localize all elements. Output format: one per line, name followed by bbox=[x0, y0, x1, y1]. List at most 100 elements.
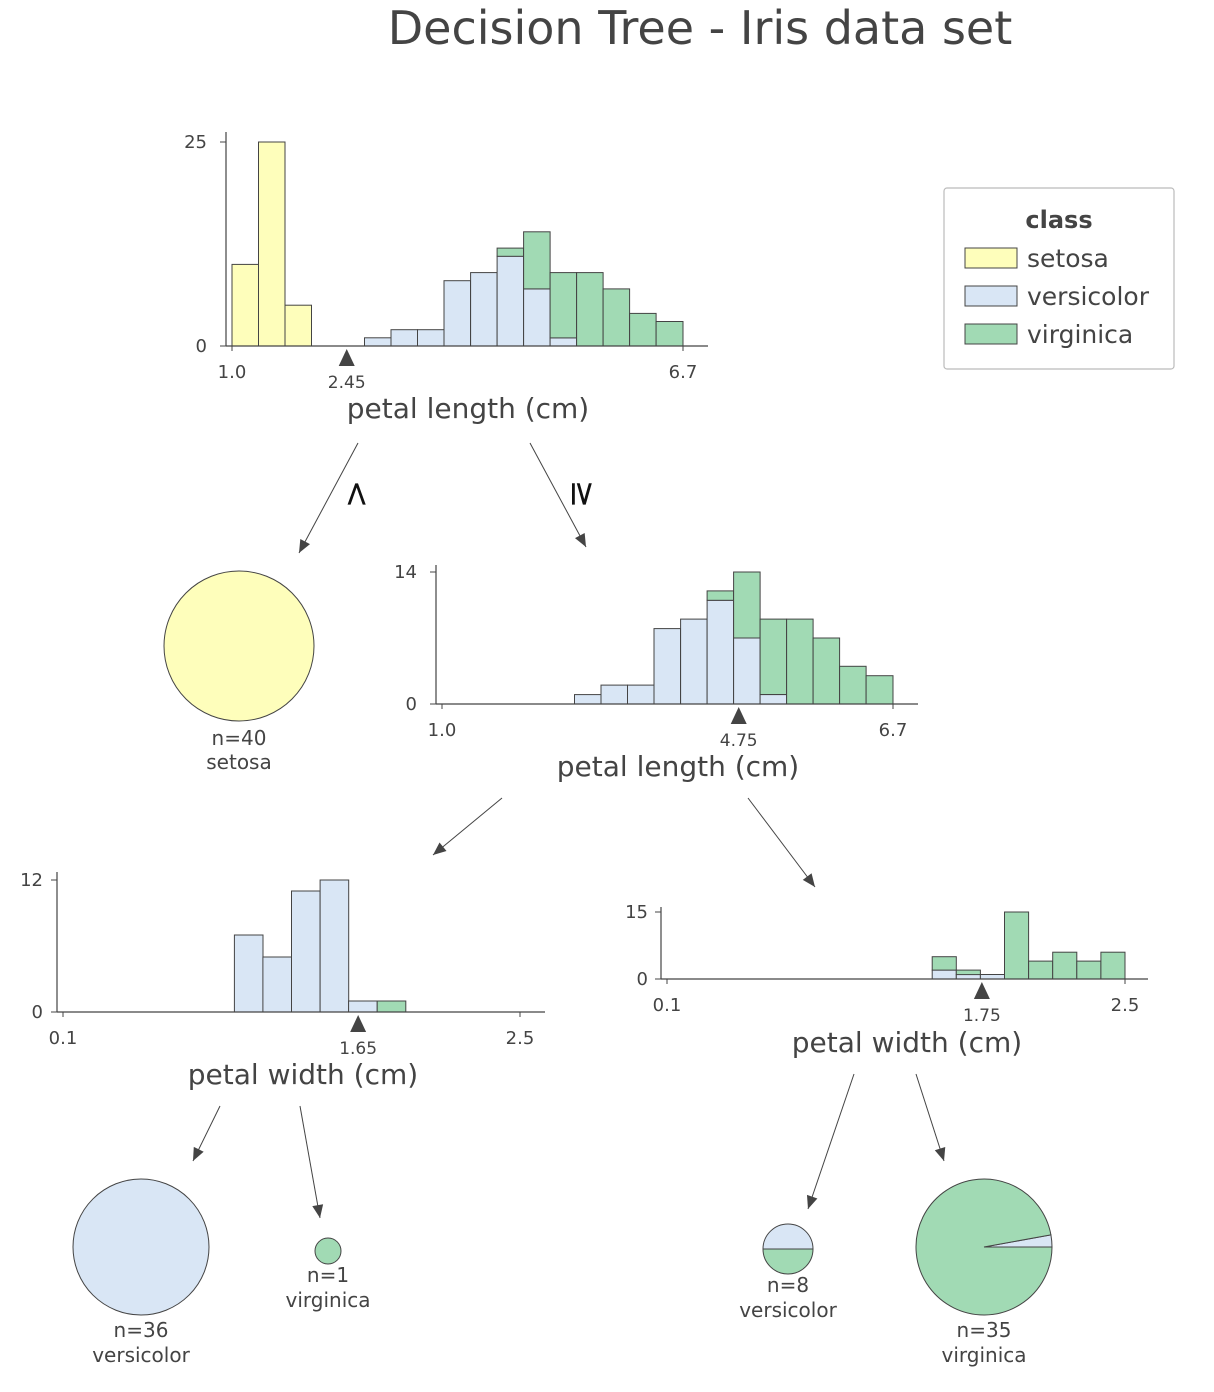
bar-versicolor bbox=[364, 337, 392, 347]
bar-virginica bbox=[523, 231, 551, 290]
bar-versicolor bbox=[523, 288, 551, 347]
leaf-versicolor-36-count: n=36 bbox=[114, 1318, 169, 1342]
tree-edge-arrowhead bbox=[934, 1146, 946, 1161]
bar-versicolor bbox=[549, 337, 578, 347]
split-value-label: 1.65 bbox=[339, 1039, 377, 1059]
split-marker bbox=[350, 1015, 367, 1032]
tree-edge-arrowhead bbox=[312, 1204, 324, 1218]
y-tick-label: 15 bbox=[625, 902, 648, 923]
tree-edge-arrowhead bbox=[574, 532, 586, 547]
x-tick-label: 1.0 bbox=[218, 362, 247, 383]
bar-versicolor bbox=[496, 255, 525, 347]
x-tick-label: 6.7 bbox=[669, 362, 698, 383]
bar-versicolor bbox=[390, 329, 418, 347]
x-tick-label: 2.5 bbox=[1111, 995, 1140, 1016]
legend-label-virginica: virginica bbox=[1027, 320, 1133, 349]
pie-slice-virginica bbox=[314, 1237, 342, 1265]
bar-setosa bbox=[258, 141, 286, 347]
bar-versicolor bbox=[955, 974, 981, 980]
bar-versicolor bbox=[470, 272, 498, 347]
legend-swatch-setosa bbox=[964, 247, 1018, 269]
x-tick-label: 2.5 bbox=[506, 1028, 535, 1049]
bar-virginica bbox=[931, 956, 957, 971]
tree-edge-line bbox=[747, 797, 816, 888]
x-tick-label: 6.7 bbox=[879, 720, 908, 741]
bar-versicolor bbox=[574, 694, 602, 705]
y-tick-label: 12 bbox=[20, 870, 43, 891]
split-value-label: 2.45 bbox=[328, 373, 366, 393]
legend-swatch-virginica bbox=[964, 323, 1018, 345]
leaf-setosa-class: setosa bbox=[206, 750, 271, 774]
bar-virginica bbox=[812, 637, 841, 705]
pie-slice-setosa bbox=[163, 570, 315, 722]
bar-virginica bbox=[1076, 960, 1102, 980]
tree-edge-arrowhead bbox=[806, 1194, 818, 1209]
legend: class setosa versicolor virginica bbox=[943, 187, 1175, 370]
leaf-virginica-35-pie bbox=[915, 1178, 1053, 1316]
leaf-versicolor-36-pie bbox=[72, 1178, 210, 1316]
bar-virginica bbox=[655, 321, 684, 347]
leaf-versicolor-8-pie bbox=[762, 1223, 814, 1275]
leaf-virginica-35-class: virginica bbox=[942, 1343, 1027, 1367]
bar-virginica bbox=[759, 618, 788, 695]
bar-virginica bbox=[602, 288, 631, 347]
x-axis-label: petal length (cm) bbox=[557, 750, 799, 783]
leaf-setosa-pie bbox=[163, 570, 315, 722]
y-tick-label: 0 bbox=[637, 969, 648, 990]
tree-edge-arrowhead bbox=[433, 842, 447, 855]
pie-slice-versicolor bbox=[762, 1223, 814, 1250]
leaf-virginica-1-pie bbox=[314, 1237, 342, 1265]
bar-virginica bbox=[839, 665, 867, 705]
edge-label-greater-equal: ≥ bbox=[563, 480, 603, 509]
bar-versicolor bbox=[733, 637, 761, 705]
x-tick-label: 1.0 bbox=[428, 720, 457, 741]
bar-versicolor bbox=[348, 1000, 378, 1013]
tree-edge-line bbox=[298, 442, 359, 554]
bar-virginica bbox=[1100, 951, 1126, 980]
bar-versicolor bbox=[653, 628, 681, 705]
leaf-virginica-1-count: n=1 bbox=[307, 1263, 349, 1287]
x-axis-label: petal length (cm) bbox=[347, 392, 589, 425]
y-tick-label: 14 bbox=[394, 562, 417, 583]
bar-virginica bbox=[955, 969, 981, 976]
split-marker bbox=[730, 707, 747, 724]
pie-slice-virginica bbox=[915, 1178, 1053, 1316]
bar-versicolor bbox=[443, 280, 471, 347]
bar-virginica bbox=[549, 272, 578, 339]
leaf-versicolor-36-class: versicolor bbox=[92, 1343, 190, 1367]
y-tick-label: 0 bbox=[406, 694, 417, 715]
bar-versicolor bbox=[759, 694, 788, 705]
bar-versicolor bbox=[931, 969, 957, 980]
bar-versicolor bbox=[979, 974, 1006, 980]
x-tick-label: 0.1 bbox=[653, 995, 682, 1016]
leaf-versicolor-8-class: versicolor bbox=[739, 1298, 837, 1322]
bar-versicolor bbox=[233, 934, 264, 1013]
legend-label-versicolor: versicolor bbox=[1027, 282, 1150, 311]
bar-versicolor bbox=[262, 956, 292, 1013]
tree-edge-arrowhead bbox=[193, 1146, 204, 1161]
leaf-virginica-35-count: n=35 bbox=[957, 1318, 1012, 1342]
split-marker bbox=[973, 982, 990, 999]
split-marker bbox=[338, 349, 355, 366]
page-title: Decision Tree - Iris data set bbox=[388, 1, 1013, 55]
x-tick-label: 0.1 bbox=[49, 1028, 78, 1049]
tree-edges bbox=[192, 442, 946, 1219]
bar-setosa bbox=[284, 304, 312, 347]
bar-virginica bbox=[865, 675, 894, 705]
legend-swatch-versicolor bbox=[964, 285, 1018, 307]
tree-edge-line bbox=[432, 797, 503, 856]
x-axis-label: petal width (cm) bbox=[188, 1058, 418, 1091]
x-axis-label: petal width (cm) bbox=[792, 1026, 1022, 1059]
bar-versicolor bbox=[319, 879, 350, 1013]
pie-slice-virginica bbox=[762, 1248, 814, 1275]
tree-edge-line bbox=[529, 442, 587, 548]
bar-virginica bbox=[706, 590, 735, 601]
bar-virginica bbox=[576, 272, 604, 347]
tree-edge-arrowhead bbox=[802, 873, 815, 887]
bar-virginica bbox=[376, 1000, 407, 1013]
bar-versicolor bbox=[680, 618, 708, 705]
bar-versicolor bbox=[291, 890, 321, 1013]
bar-setosa bbox=[231, 263, 259, 347]
y-tick-label: 0 bbox=[196, 336, 207, 357]
